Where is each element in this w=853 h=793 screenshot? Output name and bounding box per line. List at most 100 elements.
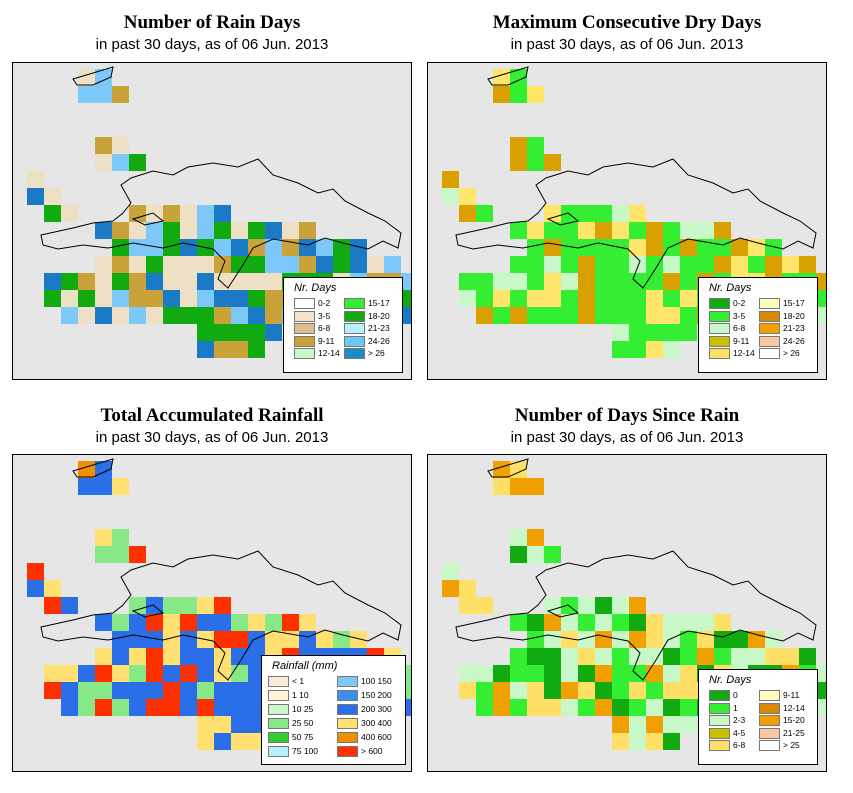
grid-cell (146, 290, 163, 307)
grid-cell (112, 478, 129, 495)
grid-cell (129, 239, 146, 256)
grid-cell (129, 290, 146, 307)
grid-cell (197, 307, 214, 324)
grid-cell (214, 222, 231, 239)
grid-cell (214, 307, 231, 324)
grid-cell (544, 205, 561, 222)
grid-cell (282, 256, 299, 273)
grid-cell (680, 614, 697, 631)
grid-cell (146, 699, 163, 716)
grid-cell (680, 256, 697, 273)
legend-swatch (759, 702, 780, 714)
island-outline (72, 458, 114, 478)
grid-cell (95, 222, 112, 239)
grid-cell (595, 665, 612, 682)
grid-cell (146, 665, 163, 682)
grid-cell (561, 290, 578, 307)
grid-cell (782, 256, 799, 273)
grid-cell (578, 222, 595, 239)
grid-cell (493, 699, 510, 716)
grid-cell (527, 682, 544, 699)
grid-cell (544, 597, 561, 614)
legend-title: Nr. Days (709, 282, 752, 294)
grid-cell (544, 648, 561, 665)
grid-cell (680, 222, 697, 239)
grid-cell (561, 665, 578, 682)
grid-cell (197, 205, 214, 222)
grid-cell (748, 631, 765, 648)
grid-cell (95, 86, 112, 103)
legend-label: > 25 (783, 740, 800, 750)
grid-cell (163, 699, 180, 716)
legend-swatch (337, 732, 358, 743)
grid-cell (282, 222, 299, 239)
grid-cell (680, 682, 697, 699)
grid-cell (527, 137, 544, 154)
grid-cell (697, 256, 714, 273)
grid-cell (629, 205, 646, 222)
grid-cell (299, 222, 316, 239)
grid-cell (214, 614, 231, 631)
legend-label: 9-11 (783, 690, 800, 700)
island-outline (72, 66, 114, 86)
grid-cell (231, 239, 248, 256)
grid-cell (765, 648, 782, 665)
grid-cell (197, 324, 214, 341)
legend-swatch (344, 348, 365, 359)
legend-swatch (759, 335, 780, 347)
grid-cell (646, 682, 663, 699)
grid-cell (214, 682, 231, 699)
legend-label: 6-8 (318, 323, 331, 333)
legend-label: 6-8 (733, 323, 746, 333)
grid-cell (527, 154, 544, 171)
grid-cell (197, 341, 214, 358)
grid-cell (112, 222, 129, 239)
grid-cell (527, 546, 544, 563)
grid-cell (629, 222, 646, 239)
grid-cell (476, 597, 493, 614)
map-rain-days[interactable]: Nr. Days 0-2 3-5 6-8 9-11 12-14 15-17 18-20 21-… (12, 62, 412, 380)
grid-cell (401, 307, 411, 324)
grid-cell (78, 273, 95, 290)
map-days-since-rain[interactable]: Nr. Days 0 1 2-3 4-5 6-8 9-11 12-14 15-20 21-25 >… (427, 454, 827, 772)
legend-label: 15-17 (368, 298, 390, 308)
grid-cell (214, 239, 231, 256)
grid-cell (578, 665, 595, 682)
legend-swatch (294, 348, 315, 359)
grid-cell (799, 648, 816, 665)
grid-cell (265, 222, 282, 239)
grid-cell (163, 290, 180, 307)
grid-cell (350, 256, 367, 273)
island-outline (487, 66, 529, 86)
grid-cell (612, 341, 629, 358)
legend-swatch (344, 335, 365, 347)
grid-cell (612, 682, 629, 699)
grid-cell (510, 699, 527, 716)
panel-title-rainfall: Total Accumulated Rainfall (100, 405, 324, 426)
grid-cell (595, 307, 612, 324)
grid-cell (180, 682, 197, 699)
grid-cell (112, 682, 129, 699)
grid-cell (163, 682, 180, 699)
map-dry-days[interactable]: Nr. Days 0-2 3-5 6-8 9-11 12-14 15-17 18-20 21-… (427, 62, 827, 380)
legend-swatch (344, 310, 365, 322)
grid-cell (731, 256, 748, 273)
grid-cell (44, 290, 61, 307)
grid-cell (646, 648, 663, 665)
legend-swatch (759, 727, 780, 739)
legend-swatch (759, 298, 780, 309)
grid-cell (231, 682, 248, 699)
grid-cell (629, 614, 646, 631)
grid-cell (27, 188, 44, 205)
grid-cell (112, 290, 129, 307)
grid-cell (95, 290, 112, 307)
legend-swatch (709, 740, 730, 751)
map-rainfall[interactable]: Rainfall (mm) < 1 1 10 10 25 25 50 50 75 75 1… (12, 454, 412, 772)
legend-swatch (294, 335, 315, 347)
grid-cell (510, 529, 527, 546)
grid-cell (510, 256, 527, 273)
grid-cell (476, 205, 493, 222)
grid-cell (629, 631, 646, 648)
legend-swatch (344, 323, 365, 334)
grid-cell (129, 682, 146, 699)
